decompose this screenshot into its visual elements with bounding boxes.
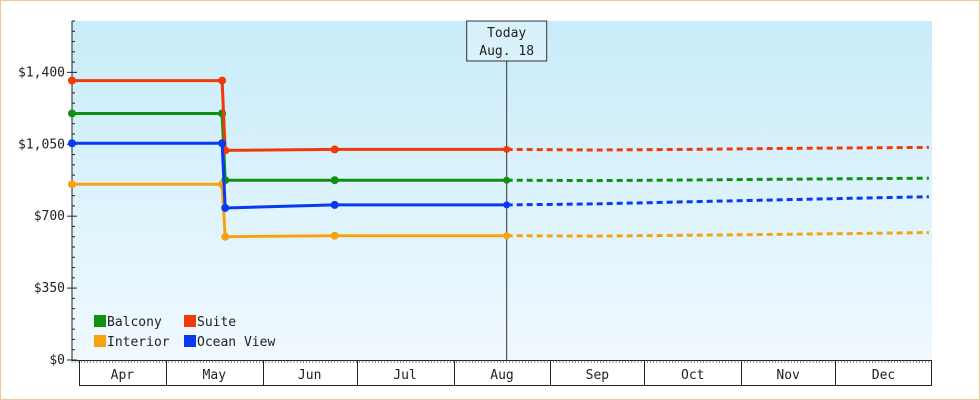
x-tick-label-jul: Jul — [393, 368, 416, 383]
today-marker: Today Aug. 18 — [466, 20, 548, 360]
x-tick-label-dec: Dec — [872, 368, 895, 383]
series-group — [68, 76, 929, 241]
series-point-ocean-view — [330, 200, 339, 209]
series-point-suite — [68, 76, 76, 85]
today-label: Today — [487, 26, 526, 41]
legend-label-balcony: Balcony — [107, 315, 162, 330]
series-point-interior — [221, 232, 230, 241]
x-tick-label-apr: Apr — [111, 368, 135, 383]
y-tick-label: $700 — [34, 209, 65, 224]
legend-swatch-balcony — [94, 315, 106, 327]
y-axis: $0 $350 $700 $1,050 $1,400 — [18, 20, 77, 368]
x-tick-label-nov: Nov — [776, 368, 800, 383]
legend-swatch-ocean-view — [184, 335, 196, 347]
today-box — [466, 20, 548, 62]
legend-label-ocean-view: Ocean View — [197, 335, 275, 350]
y-tick-label: $1,050 — [18, 137, 65, 152]
series-forecast-balcony — [506, 176, 929, 183]
series-point-ocean-view — [221, 203, 230, 212]
series-point-ocean-view — [503, 201, 511, 209]
x-axis: Apr May Jun Jul Aug Sep Oct Nov Dec — [71, 360, 932, 386]
legend-label-interior: Interior — [107, 335, 170, 350]
series-point-interior — [503, 232, 511, 240]
x-tick-label-may: May — [203, 368, 227, 383]
x-tick-label-sep: Sep — [586, 368, 610, 383]
series-forecast-suite — [506, 145, 929, 152]
series-forecast-interior — [506, 231, 929, 238]
legend-label-suite: Suite — [197, 315, 236, 330]
series-point-ocean-view — [68, 139, 76, 148]
series-forecast-ocean-view — [506, 195, 929, 207]
series-point-balcony — [68, 109, 76, 118]
x-tick-label-aug: Aug — [490, 368, 513, 383]
series-point-ocean-view — [218, 139, 227, 148]
series-point-suite — [218, 76, 227, 85]
series-point-suite — [503, 145, 511, 153]
series-point-interior — [330, 231, 339, 240]
today-date: Aug. 18 — [479, 44, 534, 59]
y-tick-label: $350 — [34, 281, 65, 296]
legend-swatch-interior — [94, 335, 106, 347]
series-point-interior — [68, 180, 76, 189]
x-tick-label-oct: Oct — [681, 368, 704, 383]
series-point-balcony — [503, 176, 511, 184]
series-point-balcony — [330, 176, 339, 185]
series-point-suite — [330, 145, 339, 154]
plot-background — [72, 21, 932, 360]
legend: Balcony Suite Interior Ocean View — [94, 315, 275, 350]
x-tick-label-jun: Jun — [298, 368, 321, 383]
y-tick-label: $1,400 — [18, 65, 65, 80]
legend-swatch-suite — [184, 315, 196, 327]
y-tick-label: $0 — [49, 353, 65, 368]
